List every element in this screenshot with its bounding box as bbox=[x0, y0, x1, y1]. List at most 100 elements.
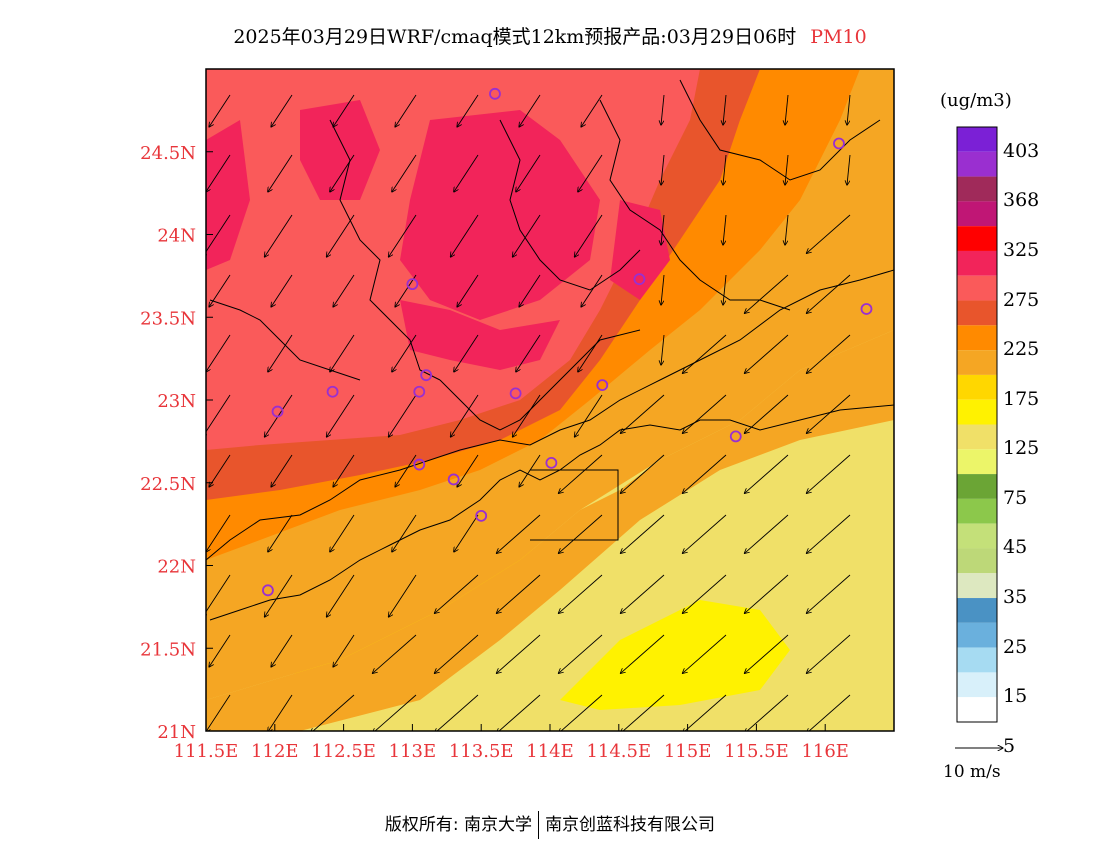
lon-tick-label: 115.5E bbox=[724, 741, 789, 762]
colorbar-label: 5 bbox=[1003, 734, 1016, 757]
wind-arrow bbox=[451, 214, 479, 257]
wind-arrow bbox=[723, 214, 727, 245]
lon-tick-label: 113.5E bbox=[449, 741, 514, 762]
colorbar-unit: (ug/m3) bbox=[940, 90, 1012, 111]
wind-vectors bbox=[206, 94, 851, 731]
station-marker bbox=[447, 473, 460, 486]
wind-arrow bbox=[392, 514, 417, 552]
colorbar-swatch bbox=[957, 672, 997, 698]
station-marker bbox=[326, 385, 339, 398]
station-marker bbox=[420, 369, 433, 382]
lat-tick-label: 22.5N bbox=[140, 474, 196, 495]
wind-arrow bbox=[435, 634, 479, 673]
wind-arrow bbox=[575, 394, 603, 437]
station-marker bbox=[413, 385, 426, 398]
wind-arrow bbox=[581, 274, 603, 307]
wind-arrow bbox=[454, 334, 479, 372]
copyright-text: 版权所有: 南京大学 bbox=[384, 815, 533, 835]
wind-arrow bbox=[451, 394, 479, 437]
wind-arrow bbox=[745, 454, 789, 493]
wind-arrow bbox=[581, 94, 603, 127]
lon-tick-label: 116E bbox=[801, 741, 849, 762]
wind-arrow bbox=[206, 214, 231, 257]
wind-arrow bbox=[519, 454, 541, 487]
wind-arrow bbox=[330, 514, 355, 552]
lat-tick-label: 24N bbox=[157, 226, 196, 247]
wind-arrow bbox=[745, 334, 789, 373]
wind-arrow bbox=[621, 574, 665, 613]
wind-arrow bbox=[661, 214, 665, 245]
lon-tick-label: 114.5E bbox=[586, 741, 651, 762]
longitude-axis: 111.5E 112E 112.5E 113E 113.5E 114E 114.5E 115E… bbox=[174, 724, 849, 762]
wind-arrow bbox=[519, 94, 541, 127]
wind-arrow bbox=[847, 154, 851, 185]
wind-arrow bbox=[209, 274, 231, 307]
colorbar-label: 15 bbox=[1003, 685, 1028, 708]
station-marker bbox=[262, 584, 274, 597]
colorbar-swatch bbox=[957, 622, 997, 648]
wind-arrow bbox=[311, 694, 355, 731]
colorbar bbox=[956, 126, 998, 723]
wind-arrow bbox=[683, 394, 727, 433]
wind-arrow bbox=[206, 694, 231, 731]
colorbar-swatch bbox=[957, 275, 997, 301]
wind-arrow bbox=[268, 334, 293, 372]
monitoring-stations bbox=[262, 87, 873, 597]
colorbar-swatch bbox=[957, 647, 997, 673]
concentration-field bbox=[206, 69, 894, 731]
wind-arrow bbox=[683, 574, 727, 613]
wind-arrow bbox=[327, 394, 355, 437]
wind-arrow bbox=[435, 574, 479, 613]
wind-arrow bbox=[454, 514, 479, 552]
wind-arrow bbox=[395, 94, 417, 127]
wind-arrow bbox=[333, 94, 355, 127]
wind-arrow bbox=[497, 574, 541, 613]
wind-arrow bbox=[330, 334, 355, 372]
wind-arrow bbox=[265, 214, 293, 257]
colorbar-swatch bbox=[957, 127, 997, 152]
wind-reference-label: 10 m/s bbox=[943, 762, 1001, 782]
wind-arrow bbox=[621, 694, 665, 731]
wind-arrow bbox=[271, 454, 293, 487]
wind-arrow bbox=[457, 274, 479, 307]
wind-arrow bbox=[516, 334, 541, 372]
colorbar-swatch bbox=[957, 399, 997, 425]
wind-arrow bbox=[683, 694, 727, 731]
colorbar-swatch bbox=[957, 250, 997, 276]
wind-arrow bbox=[516, 154, 541, 192]
colorbar-label: 368 bbox=[1003, 189, 1040, 212]
station-marker bbox=[633, 273, 646, 286]
station-marker bbox=[489, 87, 501, 100]
wind-arrow bbox=[389, 394, 417, 437]
lat-tick-label: 24.5N bbox=[140, 143, 196, 164]
colorbar-swatch bbox=[957, 697, 997, 722]
colorbar-swatch bbox=[957, 176, 997, 202]
colorbar-swatch bbox=[957, 474, 997, 499]
wind-arrow bbox=[497, 634, 541, 673]
colorbar-swatch bbox=[957, 523, 997, 549]
lat-tick-label: 21N bbox=[157, 722, 196, 743]
wind-arrow bbox=[785, 94, 789, 125]
wind-arrow bbox=[327, 574, 355, 617]
wind-arrow bbox=[578, 154, 603, 192]
wind-arrow bbox=[268, 514, 293, 552]
colorbar-label: 125 bbox=[1003, 437, 1040, 460]
wind-arrow bbox=[785, 154, 789, 185]
wind-arrow bbox=[683, 454, 727, 493]
wind-arrow bbox=[457, 94, 479, 127]
station-marker bbox=[509, 387, 522, 400]
wind-arrow bbox=[268, 154, 293, 192]
station-marker bbox=[413, 458, 426, 471]
wind-arrow bbox=[807, 274, 851, 313]
colorbar-label: 175 bbox=[1003, 387, 1040, 410]
wind-arrow bbox=[559, 574, 603, 613]
wind-arrow bbox=[392, 334, 417, 372]
wind-arrow bbox=[373, 694, 417, 731]
wind-arrow bbox=[723, 154, 727, 185]
wind-arrow bbox=[268, 694, 293, 731]
lat-tick-label: 21.5N bbox=[140, 639, 196, 660]
colorbar-swatch bbox=[957, 350, 997, 375]
company-name: 南京创蓝科技有限公司 bbox=[545, 815, 716, 835]
lon-tick-label: 115E bbox=[664, 741, 712, 762]
wind-arrow bbox=[745, 634, 789, 673]
